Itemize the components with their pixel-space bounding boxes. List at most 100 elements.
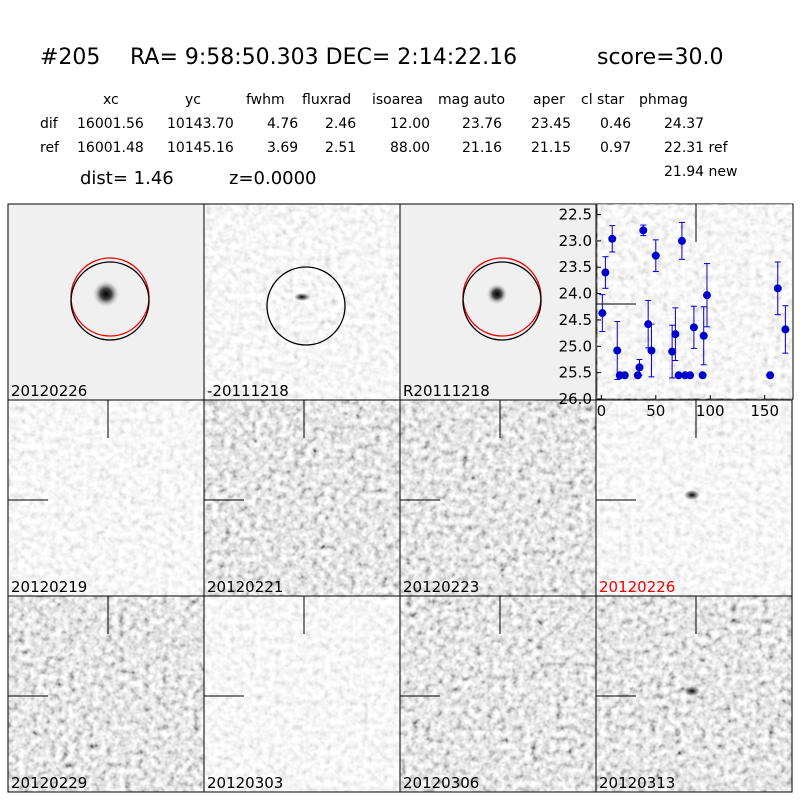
point bbox=[689, 323, 698, 332]
source bbox=[486, 283, 508, 305]
panel-label: R20111218 bbox=[403, 382, 490, 400]
table-cell: 2.46 bbox=[325, 116, 356, 132]
redshift: z=0.0000 bbox=[229, 168, 317, 189]
column-header: fwhm bbox=[246, 92, 285, 108]
source bbox=[92, 280, 120, 308]
image bbox=[204, 204, 400, 400]
table-cell: 0.97 bbox=[600, 140, 631, 156]
point bbox=[639, 226, 648, 235]
table-cell: 10145.16 bbox=[167, 140, 234, 156]
image bbox=[400, 400, 596, 596]
table-cell: dif bbox=[40, 116, 59, 132]
table-cell: 0.46 bbox=[600, 116, 631, 132]
table-cell: 23.76 bbox=[462, 116, 502, 132]
y-tick-label: 22.5 bbox=[559, 206, 592, 224]
panel-label: 20120219 bbox=[11, 578, 87, 596]
point bbox=[674, 371, 683, 380]
y-tick-label: 24.5 bbox=[559, 311, 592, 329]
x-tick-label: 50 bbox=[646, 402, 665, 420]
ticks: 22.5 23.0 23.5 24.0 24.5 25.0 25.5 26.0 0 50 100 15… bbox=[559, 206, 779, 420]
source bbox=[294, 293, 310, 301]
column-header: fluxrad bbox=[302, 92, 351, 108]
image bbox=[596, 204, 792, 400]
lightcurve bbox=[598, 221, 790, 380]
table-cell: 12.00 bbox=[390, 116, 430, 132]
column-header: mag auto bbox=[438, 92, 505, 108]
table-cell: 3.69 bbox=[267, 140, 298, 156]
point bbox=[620, 371, 629, 380]
table-cell: 2.51 bbox=[325, 140, 356, 156]
header: #205 RA= 9:58:50.303 DEC= 2:14:22.16 sco… bbox=[40, 45, 724, 70]
image bbox=[400, 596, 596, 792]
circle bbox=[462, 261, 542, 341]
panel-label: 20120306 bbox=[403, 774, 479, 792]
point bbox=[671, 330, 680, 339]
point bbox=[677, 236, 686, 245]
point bbox=[644, 320, 653, 329]
coordinates: RA= 9:58:50.303 DEC= 2:14:22.16 bbox=[130, 45, 517, 70]
table-cell: 88.00 bbox=[390, 140, 430, 156]
source bbox=[684, 490, 700, 500]
table-cell: ref bbox=[40, 140, 60, 156]
panel-label: 20120226 bbox=[599, 578, 675, 596]
panel-label: 20120313 bbox=[599, 774, 675, 792]
y-tick-label: 23.0 bbox=[559, 232, 592, 250]
panel-label: 20120221 bbox=[207, 578, 283, 596]
table-cell: 16001.48 bbox=[77, 140, 144, 156]
column-header: aper bbox=[533, 92, 565, 108]
y-tick-label: 23.5 bbox=[559, 258, 592, 276]
dist: dist= 1.46 bbox=[80, 168, 174, 189]
y-tick-label: 26.0 bbox=[559, 390, 592, 408]
source bbox=[684, 686, 700, 696]
x-tick-label: 150 bbox=[750, 402, 779, 420]
point bbox=[668, 347, 677, 356]
column-header: yc bbox=[185, 92, 201, 108]
stats-table: xc yc fwhm fluxrad isoarea mag auto aper cl sta… bbox=[40, 92, 729, 156]
point bbox=[766, 371, 775, 380]
point bbox=[773, 284, 782, 293]
column-header: isoarea bbox=[372, 92, 423, 108]
candidate-id: #205 bbox=[40, 45, 100, 70]
table-cell: 22.31 ref bbox=[664, 140, 729, 156]
image-grid: 22.5 23.0 23.5 24.0 24.5 25.0 25.5 26.0 0 50 100 15… bbox=[7, 203, 794, 793]
point bbox=[699, 331, 708, 340]
table-cell: 21.16 bbox=[462, 140, 502, 156]
point bbox=[601, 268, 610, 277]
table-cell: 21.15 bbox=[531, 140, 571, 156]
point bbox=[781, 325, 790, 334]
y-tick-label: 24.0 bbox=[559, 285, 592, 303]
score: score=30.0 bbox=[597, 45, 724, 70]
point bbox=[651, 251, 660, 260]
table-cell: 4.76 bbox=[267, 116, 298, 132]
table-cell: 16001.56 bbox=[77, 116, 144, 132]
panel-label: 20120226 bbox=[11, 382, 87, 400]
point bbox=[647, 346, 656, 355]
point bbox=[686, 371, 695, 380]
image bbox=[8, 400, 204, 596]
table-cell: 10143.70 bbox=[167, 116, 234, 132]
table-cell: 24.37 bbox=[664, 116, 704, 132]
point bbox=[702, 291, 711, 300]
cells bbox=[7, 203, 793, 793]
table-cell: 23.45 bbox=[531, 116, 571, 132]
panel-label: 20120229 bbox=[11, 774, 87, 792]
image bbox=[204, 400, 400, 596]
x-tick-label: 0 bbox=[597, 402, 607, 420]
circle bbox=[70, 261, 150, 341]
panel-label: 20120303 bbox=[207, 774, 283, 792]
y-tick-label: 25.5 bbox=[559, 364, 592, 382]
image bbox=[204, 596, 400, 792]
point bbox=[598, 309, 607, 318]
panel-label: 20120223 bbox=[403, 578, 479, 596]
phmag-new: 21.94 new bbox=[664, 164, 737, 180]
x-tick-label: 100 bbox=[696, 402, 725, 420]
cell-border bbox=[595, 595, 793, 793]
point bbox=[608, 234, 617, 243]
circle bbox=[266, 266, 346, 346]
point bbox=[698, 371, 707, 380]
point bbox=[635, 363, 644, 372]
y-tick-label: 25.0 bbox=[559, 337, 592, 355]
image bbox=[8, 596, 204, 792]
panel-label: -20111218 bbox=[207, 382, 289, 400]
